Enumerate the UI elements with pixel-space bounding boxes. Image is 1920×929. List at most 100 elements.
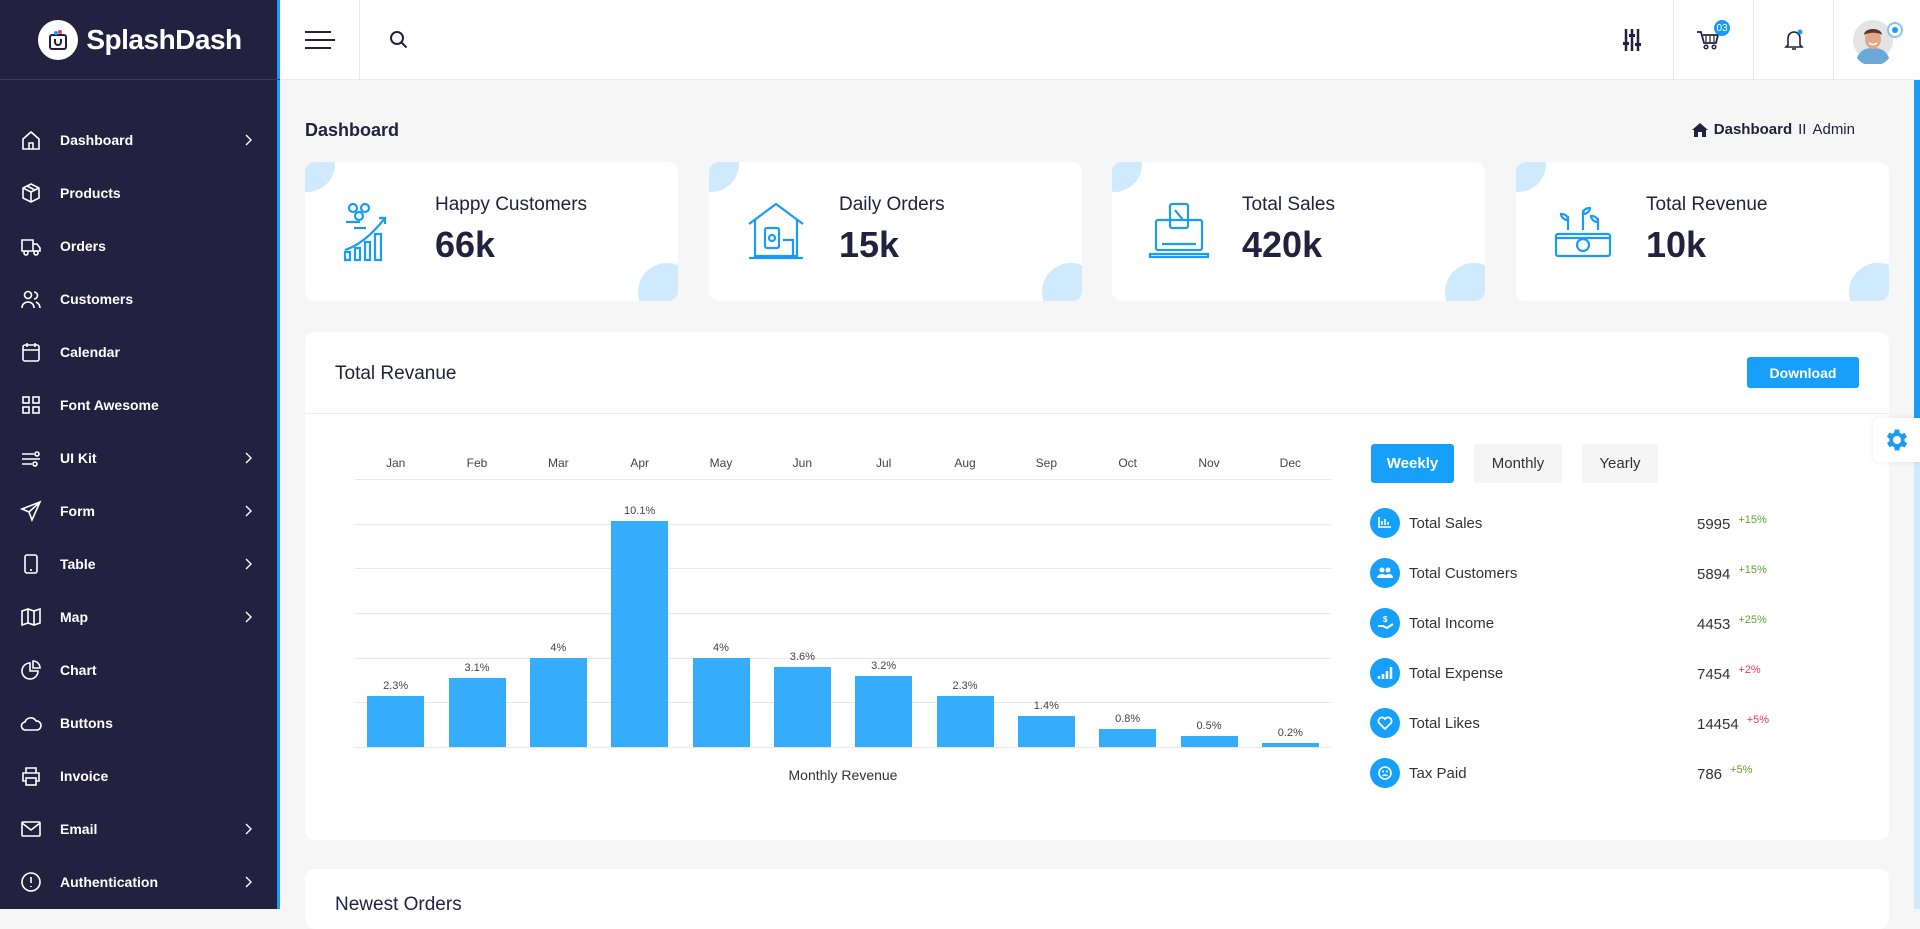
- theme-settings-button[interactable]: [1873, 418, 1920, 462]
- download-button[interactable]: Download: [1747, 357, 1859, 388]
- bar-data-label: 0.8%: [1115, 713, 1141, 726]
- gridline: [355, 702, 1331, 704]
- search-button[interactable]: [383, 24, 415, 56]
- map-icon: [21, 607, 41, 627]
- page-scrollbar-track[interactable]: [1914, 80, 1920, 909]
- month-label: Oct: [1118, 456, 1137, 470]
- store-house-icon: [748, 202, 804, 260]
- month-label: Aug: [954, 456, 976, 470]
- stat-row-total-likes: Total Likes 14454 +5%: [1370, 708, 1790, 740]
- sidebar-item-dashboard[interactable]: Dashboard: [0, 120, 277, 160]
- sidebar-item-invoice[interactable]: Invoice: [0, 756, 277, 796]
- sidebar-item-form[interactable]: Form: [0, 491, 277, 531]
- gridline: [355, 613, 1331, 614]
- bar-apr[interactable]: [611, 521, 669, 747]
- total-likes-icon: [1370, 708, 1400, 738]
- send-icon: [20, 500, 42, 522]
- bar-nov[interactable]: [1180, 735, 1238, 747]
- settings-sliders-button[interactable]: [1616, 24, 1648, 56]
- shopping-bag-icon: [38, 19, 79, 60]
- bar-data-label: 2.3%: [952, 679, 978, 692]
- bar-mar[interactable]: [529, 657, 587, 747]
- sidebar-item-calendar[interactable]: Calendar: [0, 332, 277, 372]
- stat-row-total-sales: Total Sales 5995 +15%: [1370, 508, 1790, 540]
- total-expense-icon: [1370, 658, 1400, 688]
- mail-icon: [21, 821, 41, 837]
- sidebar-item-label: Map: [60, 609, 88, 625]
- notifications-button[interactable]: [1778, 24, 1810, 56]
- card-title: Total Sales: [1242, 194, 1335, 215]
- tab-weekly[interactable]: Weekly: [1371, 444, 1454, 483]
- brand-name: SplashDash: [86, 23, 242, 55]
- bar-data-label: 1.4%: [1033, 699, 1059, 712]
- sidebar-item-ui-kit[interactable]: UI Kit: [0, 438, 277, 478]
- money-growth-icon: [1554, 206, 1612, 258]
- truck-icon: [21, 239, 41, 256]
- bar-data-label: 10.1%: [624, 505, 656, 518]
- chevron-right-icon: [245, 558, 252, 570]
- sidebar-item-email[interactable]: Email: [0, 809, 277, 849]
- chevron-right-icon: [245, 611, 252, 623]
- stat-label: Total Sales: [1409, 515, 1483, 532]
- brand-logo[interactable]: SplashDash: [0, 0, 280, 80]
- month-label: Jun: [792, 456, 812, 470]
- stat-card-happy-customers: Happy Customers 66k: [305, 162, 678, 301]
- stat-change: +25%: [1738, 614, 1767, 626]
- sidebar-item-label: Font Awesome: [60, 397, 159, 413]
- card-title: Total Revenue: [1646, 194, 1768, 215]
- sidebar-item-label: UI Kit: [60, 450, 97, 466]
- month-label: Jul: [875, 456, 892, 470]
- sidebar-item-chart[interactable]: Chart: [0, 650, 277, 690]
- total-sales-icon: [1370, 508, 1400, 538]
- cart-button[interactable]: 03: [1692, 20, 1730, 56]
- monthly-revenue-chart: Jan 2.3% Feb 3.1% Mar 4% Apr 10.1% May 4% Jun 3.6% J…: [355, 456, 1331, 748]
- sidebar-item-label: Orders: [60, 238, 106, 254]
- sidebar-item-authentication[interactable]: Authentication: [0, 862, 277, 902]
- chevron-right-icon: [245, 505, 252, 517]
- month-label: Jan: [385, 456, 406, 470]
- gridline: [355, 657, 1331, 659]
- breadcrumb-separator: II: [1798, 121, 1807, 138]
- bar-oct[interactable]: [1099, 729, 1157, 747]
- bar-dec[interactable]: [1261, 742, 1319, 747]
- tab-monthly[interactable]: Monthly: [1474, 444, 1562, 483]
- card-value: 66k: [435, 224, 496, 265]
- newest-orders-panel: Newest Orders: [305, 869, 1889, 929]
- bell-icon: [1784, 29, 1804, 50]
- sidebar-item-orders[interactable]: Orders: [0, 226, 277, 266]
- page-scrollbar-thumb[interactable]: [1914, 80, 1920, 420]
- chevron-right-icon: [245, 134, 252, 146]
- sidebar-item-buttons[interactable]: Buttons: [0, 703, 277, 743]
- cart-icon: [1697, 31, 1719, 50]
- bar-sep[interactable]: [1017, 715, 1075, 747]
- bar-jul[interactable]: [855, 675, 913, 747]
- tab-yearly[interactable]: Yearly: [1582, 444, 1658, 483]
- card-value: 15k: [839, 224, 900, 265]
- stat-row-tax-paid: Tax Paid 786 +5%: [1370, 758, 1790, 790]
- sidebar-item-label: Form: [60, 503, 95, 519]
- bar-jan[interactable]: [367, 695, 425, 747]
- avatar-image: [1853, 20, 1903, 66]
- menu-toggle-button[interactable]: [304, 24, 336, 56]
- stat-row-total-expense: Total Expense 7454 +2%: [1370, 658, 1790, 690]
- card-title: Happy Customers: [435, 194, 588, 215]
- stat-card-total-revenue: Total Revenue 10k: [1516, 162, 1889, 301]
- month-label: May: [709, 456, 733, 470]
- bar-feb[interactable]: [448, 677, 506, 747]
- bar-may[interactable]: [692, 657, 750, 747]
- month-label: Sep: [1035, 456, 1057, 470]
- chart-x-axis-label: Monthly Revenue: [788, 767, 898, 783]
- sidebar-item-map[interactable]: Map: [0, 597, 277, 637]
- sidebar-item-table[interactable]: Table: [0, 544, 277, 584]
- sidebar-item-customers[interactable]: Customers: [0, 279, 277, 319]
- month-label: Feb: [466, 456, 488, 470]
- sidebar-item-products[interactable]: Products: [0, 173, 277, 213]
- breadcrumb-dashboard-link[interactable]: Dashboard: [1713, 121, 1793, 138]
- bar-jun[interactable]: [773, 666, 831, 747]
- breadcrumb-admin: Admin: [1812, 121, 1855, 138]
- sidebar-item-font-awesome[interactable]: Font Awesome: [0, 385, 277, 425]
- top-header: 03: [280, 0, 1920, 80]
- user-avatar[interactable]: [1853, 20, 1903, 66]
- bar-aug[interactable]: [936, 695, 994, 747]
- sidebar: SplashDash Dashboard Products Orders Custom…: [0, 0, 280, 909]
